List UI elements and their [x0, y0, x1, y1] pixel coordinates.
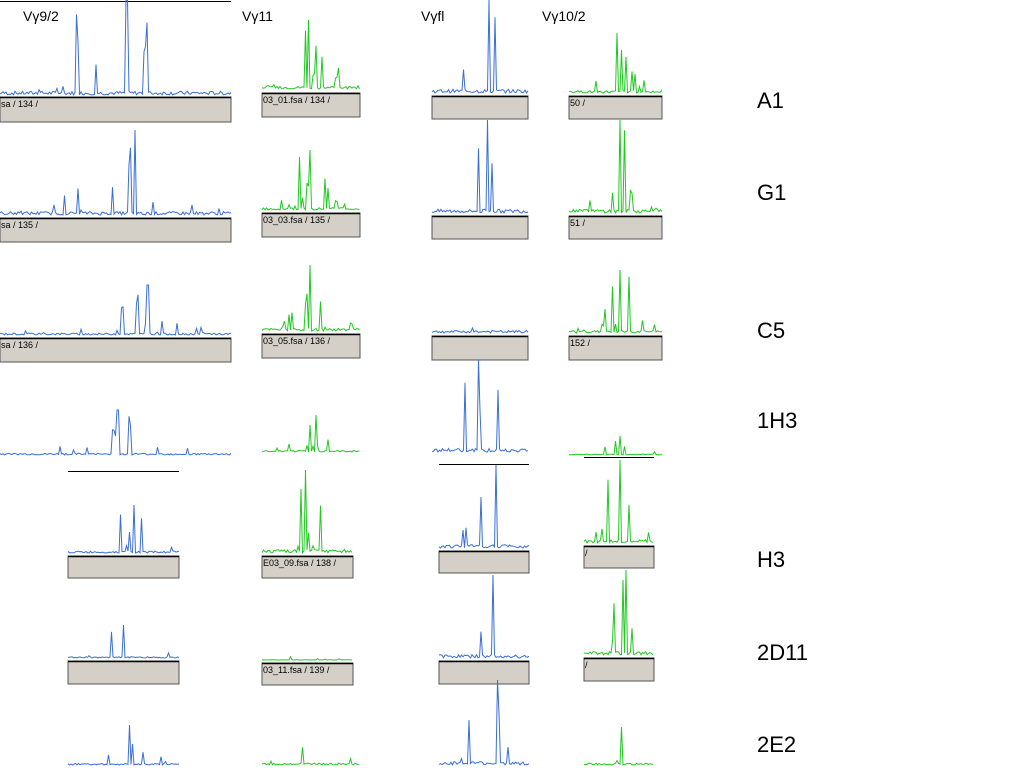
- trace: [261, 149, 360, 212]
- caption-box: [431, 335, 529, 361]
- column-label: Vγ11: [242, 8, 273, 24]
- trace: [0, 409, 232, 456]
- caption: /: [585, 548, 588, 558]
- caption: E03_09.fsa / 138 /: [263, 558, 337, 568]
- trace: [0, 0, 232, 96]
- trace: [261, 19, 360, 90]
- trace: [431, 119, 529, 214]
- trace: [67, 724, 180, 766]
- row-label: A1: [757, 88, 784, 113]
- trace: [438, 574, 530, 659]
- caption: 03_03.fsa / 135 /: [263, 215, 331, 225]
- row-label: H3: [757, 547, 785, 572]
- caption: sa / 135 /: [1, 220, 39, 230]
- caption: sa / 136 /: [1, 340, 39, 350]
- trace: [0, 284, 232, 336]
- row-label: 1H3: [757, 408, 797, 433]
- trace: [583, 727, 654, 766]
- trace: [261, 747, 360, 766]
- caption-box: [0, 337, 232, 363]
- trace: [261, 264, 360, 333]
- caption-box: [0, 217, 232, 243]
- trace: [568, 436, 663, 456]
- trace: [67, 504, 180, 554]
- caption-box: [431, 215, 529, 240]
- caption: sa / 134 /: [1, 99, 39, 109]
- caption-box: [568, 335, 663, 361]
- trace: [261, 469, 353, 555]
- trace: [438, 464, 530, 549]
- caption-box: [438, 550, 530, 574]
- column-label: Vγ9/2: [23, 8, 59, 24]
- trace: [261, 414, 360, 453]
- row-label: C5: [757, 318, 785, 343]
- caption-box: [67, 660, 180, 685]
- caption-box: [67, 555, 180, 579]
- trace: [568, 269, 663, 334]
- caption: 51 /: [570, 218, 586, 228]
- row-label: 2D11: [757, 640, 808, 665]
- trace: [438, 679, 530, 766]
- trace: [583, 459, 654, 545]
- column-label: Vγfl: [421, 8, 444, 24]
- caption-box: [438, 660, 530, 685]
- row-label: 2E2: [757, 732, 796, 757]
- trace: [0, 129, 232, 217]
- caption-box: [583, 657, 655, 682]
- column-label: Vγ10/2: [542, 8, 586, 24]
- caption: 50 /: [570, 98, 586, 108]
- trace: [568, 32, 663, 94]
- trace: [431, 359, 529, 453]
- caption: 152 /: [570, 338, 591, 348]
- caption: 03_01.fsa / 134 /: [263, 95, 331, 105]
- trace: [584, 569, 654, 656]
- caption: 03_05.fsa / 136 /: [263, 336, 331, 346]
- trace: [431, 326, 529, 334]
- caption: 03_11.fsa / 139 /: [263, 665, 330, 675]
- trace: [568, 119, 663, 214]
- caption-box: [261, 212, 361, 238]
- trace: [431, 0, 529, 95]
- trace: [261, 655, 353, 661]
- caption-box: [431, 95, 529, 120]
- trace: [67, 624, 180, 659]
- caption-box: [583, 545, 655, 569]
- caption: /: [585, 660, 588, 670]
- row-label: G1: [757, 180, 786, 205]
